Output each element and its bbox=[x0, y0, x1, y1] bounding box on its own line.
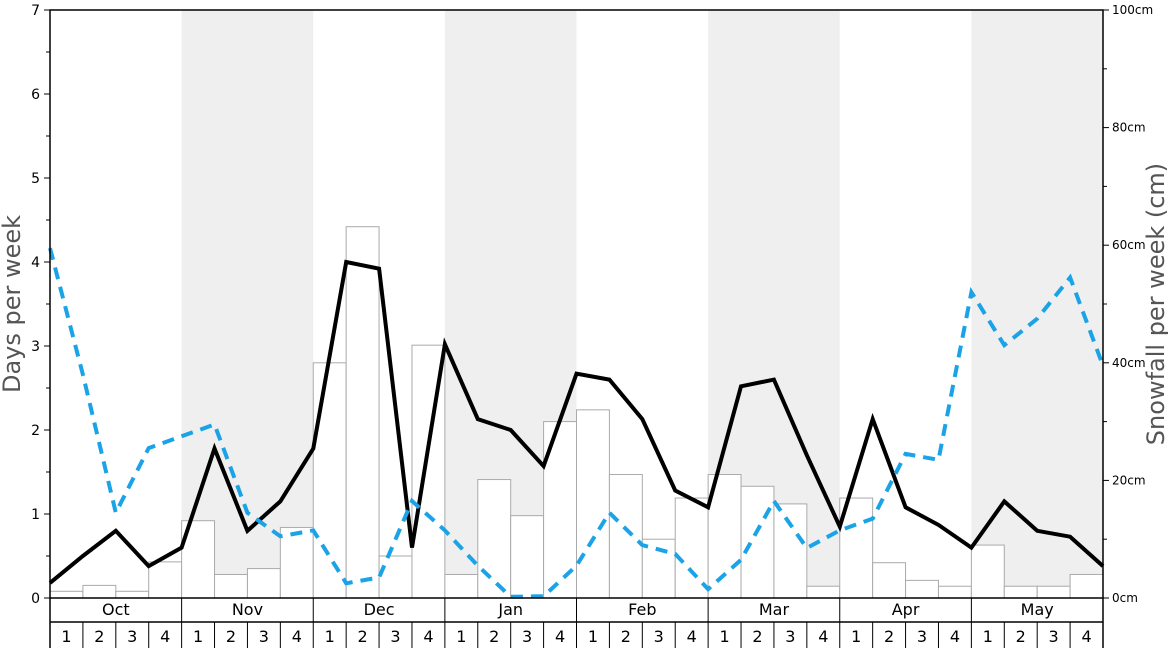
bar-week-27 bbox=[905, 579, 939, 599]
bar-week-8 bbox=[279, 526, 314, 599]
left-axis-title: Days per week bbox=[0, 215, 26, 393]
right-tick-label: 0cm bbox=[1112, 591, 1138, 605]
right-tick-label: 80cm bbox=[1112, 121, 1146, 135]
bar-week-1 bbox=[49, 590, 84, 599]
bar-week-17 bbox=[576, 409, 610, 599]
bar-week-29 bbox=[970, 544, 1005, 599]
left-tick-label: 4 bbox=[31, 255, 40, 271]
week-label: 1 bbox=[193, 627, 203, 646]
right-axis-title: Snowfall per week (cm) bbox=[1142, 163, 1168, 445]
bar-week-24 bbox=[806, 585, 841, 599]
bar-week-2 bbox=[82, 584, 117, 599]
week-label: 3 bbox=[522, 627, 532, 646]
bar-week-28 bbox=[937, 585, 972, 599]
week-label: 1 bbox=[588, 627, 598, 646]
days-line-series bbox=[48, 259, 1105, 585]
week-label: 4 bbox=[818, 627, 828, 646]
bar-week-26 bbox=[872, 562, 907, 599]
week-label: 1 bbox=[851, 627, 861, 646]
week-label: 2 bbox=[94, 627, 104, 646]
week-label: 3 bbox=[127, 627, 137, 646]
bar-week-32 bbox=[1069, 573, 1104, 599]
week-label: 3 bbox=[390, 627, 400, 646]
week-label: 1 bbox=[719, 627, 729, 646]
left-tick-label: 2 bbox=[31, 423, 40, 439]
bar-week-30 bbox=[1003, 585, 1038, 599]
week-label: 3 bbox=[785, 627, 795, 646]
snowfall-line-series bbox=[48, 247, 1105, 599]
week-label: 2 bbox=[1016, 627, 1026, 646]
left-tick-label: 6 bbox=[31, 87, 40, 103]
month-label-may: May bbox=[1021, 600, 1054, 619]
bar-week-11 bbox=[378, 555, 413, 599]
week-label: 1 bbox=[983, 627, 993, 646]
left-tick-label: 5 bbox=[31, 171, 40, 187]
bar-week-23 bbox=[773, 503, 808, 599]
month-label-dec: Dec bbox=[364, 600, 395, 619]
week-label: 2 bbox=[226, 627, 236, 646]
week-label: 1 bbox=[61, 627, 71, 646]
left-tick-label: 7 bbox=[31, 3, 40, 19]
week-label: 4 bbox=[687, 627, 697, 646]
month-label-oct: Oct bbox=[102, 600, 130, 619]
right-tick-label: 60cm bbox=[1112, 238, 1146, 252]
month-label-feb: Feb bbox=[628, 600, 656, 619]
month-bands bbox=[181, 10, 1103, 598]
month-band-may bbox=[971, 10, 1103, 598]
week-label: 4 bbox=[555, 627, 565, 646]
week-label: 1 bbox=[456, 627, 466, 646]
left-tick-label: 0 bbox=[31, 591, 40, 607]
week-label: 3 bbox=[1049, 627, 1059, 646]
snowfall-line bbox=[48, 247, 1105, 599]
week-label: 2 bbox=[489, 627, 499, 646]
bar-week-14 bbox=[477, 479, 512, 599]
bar-week-4 bbox=[148, 561, 183, 599]
week-label: 4 bbox=[950, 627, 960, 646]
left-tick-label: 1 bbox=[31, 507, 40, 523]
month-label-apr: Apr bbox=[892, 600, 920, 619]
bar-week-10 bbox=[345, 226, 380, 599]
bottom-axis: Oct 1 2 3 4 Nov 1 2 3 4 Dec 1 2 3 4 Jan 1 2 3 4 Feb 1 2 3 4 Mar 1 2… bbox=[49, 598, 1104, 648]
bar-week-13 bbox=[444, 573, 479, 599]
week-label: 3 bbox=[917, 627, 927, 646]
week-label: 3 bbox=[654, 627, 664, 646]
week-label: 2 bbox=[621, 627, 631, 646]
bar-week-15 bbox=[510, 515, 545, 599]
week-label: 4 bbox=[292, 627, 302, 646]
bar-week-3 bbox=[115, 590, 150, 599]
bar-week-7 bbox=[246, 568, 281, 599]
bar-week-18 bbox=[608, 474, 643, 599]
month-label-jan: Jan bbox=[497, 600, 523, 619]
bar-week-6 bbox=[214, 573, 248, 599]
week-label: 4 bbox=[160, 627, 170, 646]
week-label: 4 bbox=[1081, 627, 1091, 646]
bar-week-9 bbox=[312, 362, 347, 599]
right-tick-label: 40cm bbox=[1112, 356, 1146, 370]
month-label-nov: Nov bbox=[232, 600, 263, 619]
left-axis: 0 1 2 3 4 5 6 7 bbox=[31, 3, 50, 607]
week-label: 2 bbox=[752, 627, 762, 646]
week-label: 2 bbox=[358, 627, 368, 646]
bar-week-22 bbox=[740, 485, 775, 599]
bar-week-31 bbox=[1036, 585, 1071, 599]
week-label: 2 bbox=[884, 627, 894, 646]
right-tick-label: 20cm bbox=[1112, 473, 1146, 487]
right-tick-label: 100cm bbox=[1112, 3, 1153, 17]
week-label: 3 bbox=[259, 627, 269, 646]
week-label: 1 bbox=[325, 627, 335, 646]
month-band-nov bbox=[181, 10, 314, 598]
month-label-mar: Mar bbox=[759, 600, 790, 619]
week-label: 4 bbox=[423, 627, 433, 646]
left-tick-label: 3 bbox=[31, 339, 40, 355]
right-axis: 0cm 20cm 40cm 60cm 80cm 100cm bbox=[1103, 3, 1153, 605]
